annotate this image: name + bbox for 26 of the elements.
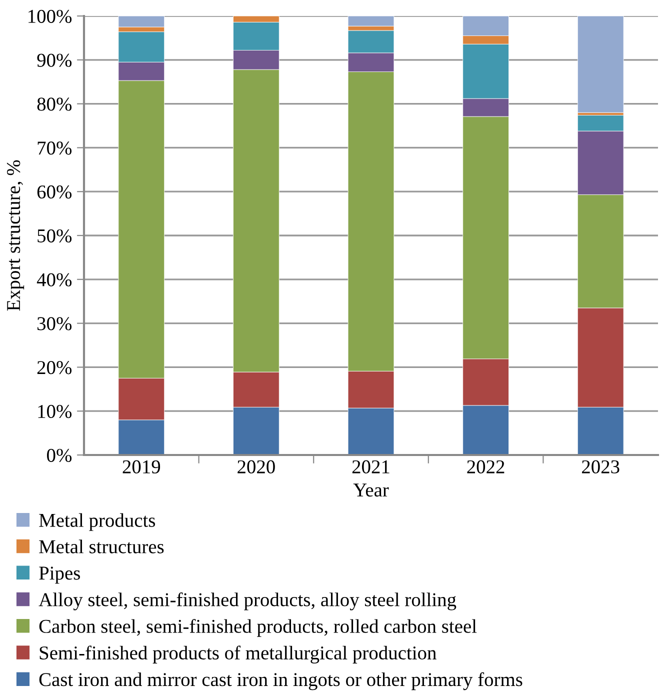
x-tick-label: 2023 xyxy=(582,460,620,474)
x-tick-label: 2020 xyxy=(238,460,275,474)
y-axis-title: Export structure, % xyxy=(6,160,24,311)
y-tick-label: 0% xyxy=(47,448,72,462)
x-axis-title: Year xyxy=(353,484,389,497)
y-tick-label: 60% xyxy=(37,185,72,199)
x-tick-label: 2022 xyxy=(467,460,504,474)
y-tick-label: 30% xyxy=(37,317,72,330)
y-tick-label: 10% xyxy=(38,404,72,418)
y-tick-label: 100% xyxy=(28,10,72,23)
legend-label: Metal structures xyxy=(39,540,164,554)
legend-label: Semi-finished products of metallurgical production xyxy=(40,646,436,664)
y-tick-label: 20% xyxy=(37,361,72,374)
x-tick-label: 2019 xyxy=(122,460,160,474)
y-tick-label: 80% xyxy=(37,98,72,111)
y-tick-label: 50% xyxy=(38,229,72,242)
legend-label: Cast iron and mirror cast iron in ingots or other primary forms xyxy=(39,672,522,690)
x-tick-label: 2021 xyxy=(352,460,390,474)
y-tick-label: 90% xyxy=(37,54,72,67)
legend-label: Alloy steel, semi-finished products, alloy steel rolling xyxy=(38,592,456,610)
bar xyxy=(577,16,624,113)
y-tick-label: 70% xyxy=(38,142,72,155)
legend-label: Metal products xyxy=(39,513,156,531)
legend-label: Pipes xyxy=(39,566,80,584)
y-tick-label: 40% xyxy=(36,273,72,286)
legend-label: Carbon steel, semi-finished products, rolled carbon steel xyxy=(39,619,477,637)
